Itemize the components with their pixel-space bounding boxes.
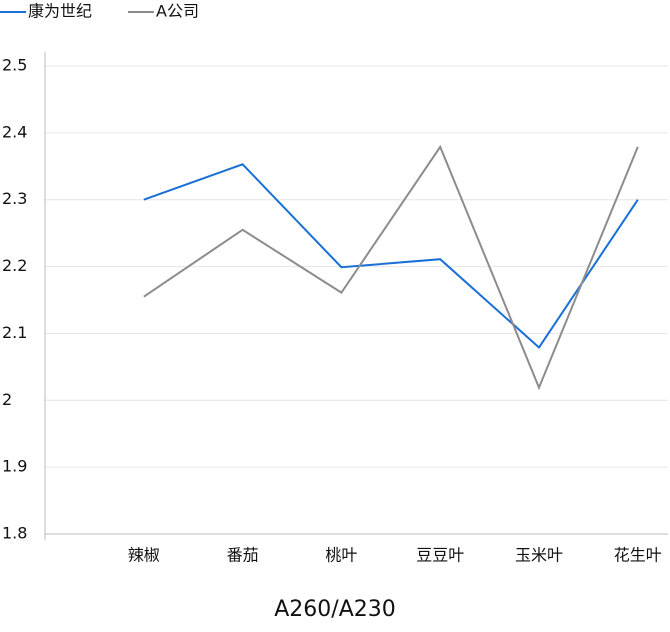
y-tick-label: 2 xyxy=(2,390,12,409)
x-tick-label: 辣椒 xyxy=(128,546,160,565)
y-tick-label: 2.4 xyxy=(2,122,27,141)
x-tick-label: 番茄 xyxy=(227,546,259,565)
legend-label: A公司 xyxy=(156,2,199,21)
x-tick-label: 玉米叶 xyxy=(515,546,563,565)
x-tick-label: 豆豆叶 xyxy=(416,546,464,565)
y-tick-label: 2.1 xyxy=(2,323,27,342)
y-tick-label: 2.5 xyxy=(2,56,27,75)
x-tick-label: 花生叶 xyxy=(614,546,662,565)
x-tick-label: 桃叶 xyxy=(325,546,357,565)
legend-label: 康为世纪 xyxy=(28,2,92,21)
series-line xyxy=(143,163,639,349)
series-line xyxy=(143,144,639,391)
y-tick-label: 1.9 xyxy=(2,457,27,476)
y-tick-label: 1.8 xyxy=(2,524,27,543)
y-tick-label: 2.2 xyxy=(2,256,27,275)
y-tick-label: 2.3 xyxy=(2,189,27,208)
x-axis-title: A260/A230 xyxy=(274,597,396,622)
